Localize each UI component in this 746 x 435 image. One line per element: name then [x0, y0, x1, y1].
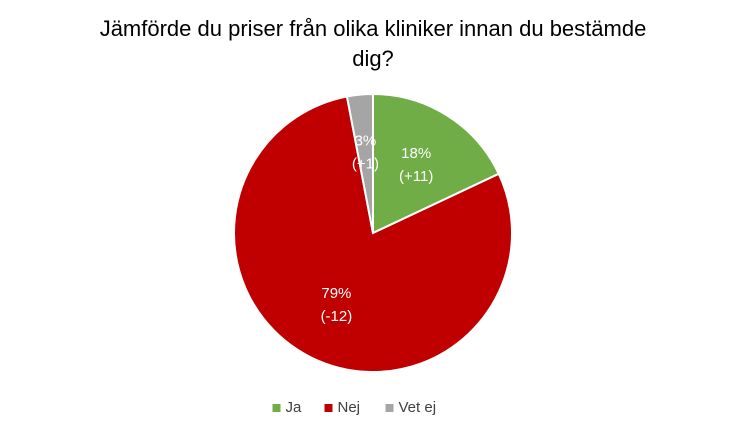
legend-swatch [324, 404, 333, 412]
data-label: 3% [355, 133, 377, 150]
chart-title: Jämförde du priser från olika kliniker i… [99, 16, 647, 71]
legend-swatch [385, 404, 394, 412]
data-label: 18% [401, 145, 431, 162]
legend-swatch [272, 404, 281, 412]
pie-slice [345, 92, 374, 234]
pie-slice [233, 95, 513, 373]
legend-label: Vet ej [399, 399, 437, 416]
change-label: (+11) [399, 168, 433, 185]
pie-slice [372, 92, 501, 235]
change-label: (-12) [321, 308, 353, 325]
legend-label: Nej [338, 399, 361, 416]
legend-label: Ja [286, 399, 303, 416]
data-label: 79% [321, 285, 351, 302]
change-label: (+1) [352, 156, 379, 173]
